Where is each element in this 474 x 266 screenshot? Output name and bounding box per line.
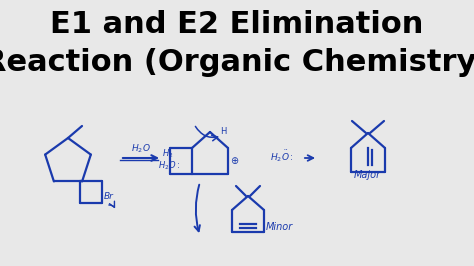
Text: Minor: Minor	[266, 222, 293, 232]
Text: $H_2$: $H_2$	[162, 147, 173, 160]
Text: Major: Major	[354, 170, 381, 180]
Text: Br: Br	[104, 192, 114, 201]
Text: $H_2O$: $H_2O$	[131, 143, 151, 155]
Text: E1 and E2 Elimination: E1 and E2 Elimination	[50, 10, 424, 39]
Text: $H_2\ddot{O}:$: $H_2\ddot{O}:$	[270, 148, 294, 164]
Text: Reaction (Organic Chemistry): Reaction (Organic Chemistry)	[0, 48, 474, 77]
Text: $H_2O:$: $H_2O:$	[158, 159, 180, 172]
Text: ⊕: ⊕	[230, 156, 238, 166]
Text: H: H	[220, 127, 227, 136]
